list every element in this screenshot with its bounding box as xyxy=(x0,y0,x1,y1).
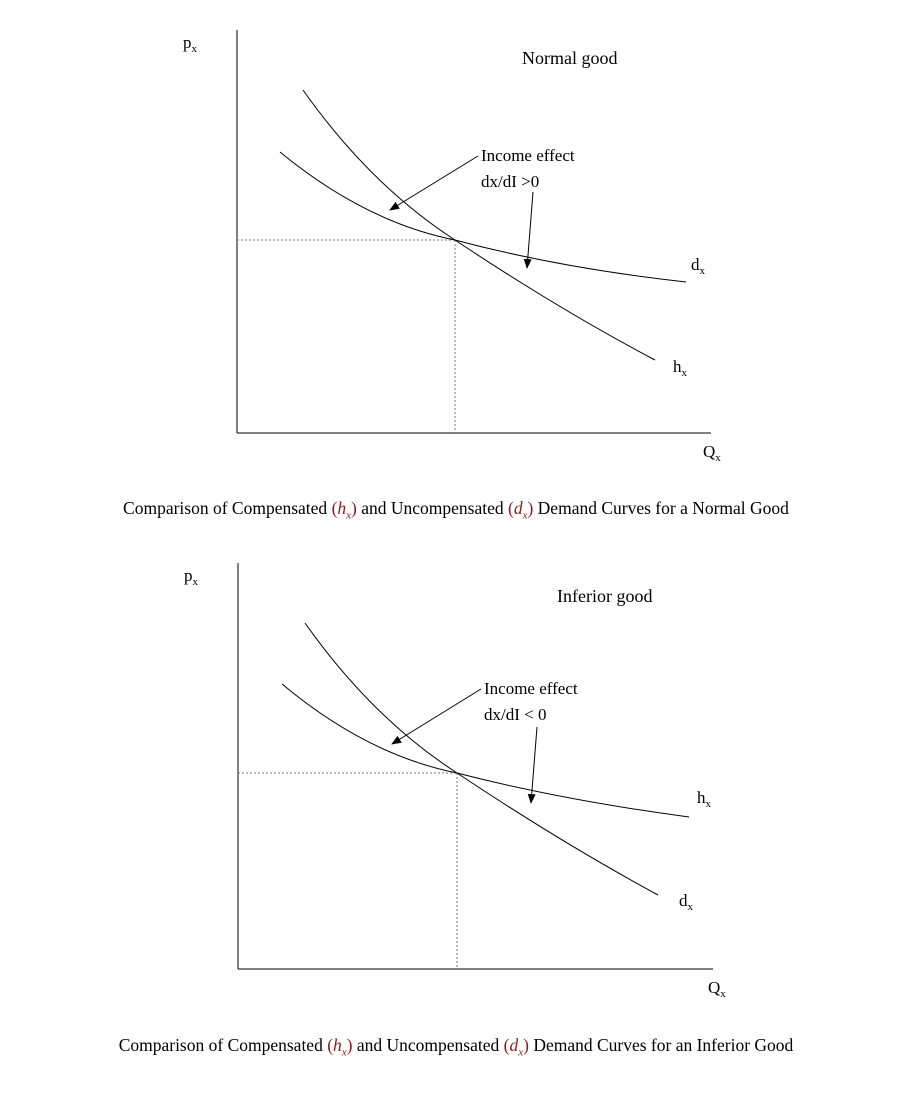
flat-curve-label: dx xyxy=(691,255,706,277)
income-effect-arrow-down xyxy=(523,191,534,269)
flat-demand-curve xyxy=(281,683,690,818)
flat-demand-curve xyxy=(279,151,687,283)
income-effect-label: Income effect xyxy=(481,146,575,165)
y-axis-label: px xyxy=(183,33,198,55)
normal-good-diagram: px Qx Normal good Income effect dx/dI >0… xyxy=(183,30,721,464)
diagram-title: Normal good xyxy=(522,48,617,68)
x-axis-label: Qx xyxy=(708,978,726,1000)
inferior-good-caption: Comparison of Compensated (hx) and Uncom… xyxy=(118,1035,794,1059)
income-effect-sign: dx/dI >0 xyxy=(481,172,539,191)
flat-curve-label: hx xyxy=(697,788,712,810)
steep-demand-curve xyxy=(304,622,659,896)
diagram-title: Inferior good xyxy=(557,586,652,606)
steep-curve-label: dx xyxy=(679,891,694,913)
steep-curve-label: hx xyxy=(673,357,688,379)
normal-good-caption: Comparison of Compensated (hx) and Uncom… xyxy=(123,498,789,522)
caption-symbol-compensated: hx xyxy=(333,1035,347,1059)
income-effect-sign: dx/dI < 0 xyxy=(484,705,546,724)
steep-demand-curve xyxy=(302,89,656,361)
caption-symbol-uncompensated: dx xyxy=(513,498,528,522)
y-axis-label: px xyxy=(184,566,199,588)
income-effect-arrow-down xyxy=(527,726,538,804)
income-effect-label: Income effect xyxy=(484,679,578,698)
income-effect-arrow-left xyxy=(389,155,479,211)
caption-symbol-uncompensated: dx xyxy=(509,1035,524,1059)
inferior-good-diagram: px Qx Inferior good Income effect dx/dI … xyxy=(184,563,726,1000)
caption-symbol-compensated: hx xyxy=(337,498,352,522)
income-effect-arrow-left xyxy=(391,688,482,745)
x-axis-label: Qx xyxy=(703,442,721,464)
